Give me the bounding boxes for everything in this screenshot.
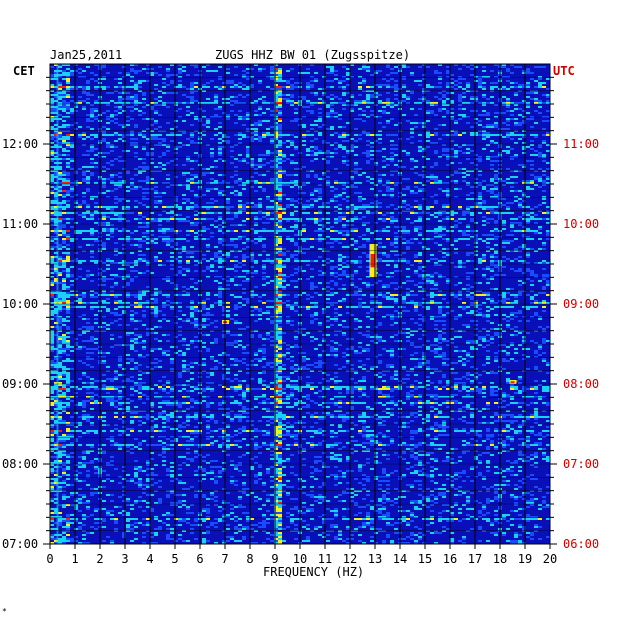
x-tick-label: 19 xyxy=(517,552,533,566)
x-tick-label: 2 xyxy=(96,552,104,566)
x-tick-label: 9 xyxy=(271,552,279,566)
x-tick-label: 13 xyxy=(367,552,383,566)
x-tick-label: 20 xyxy=(542,552,558,566)
y-tick-label-right: 06:00 xyxy=(563,537,600,551)
y-tick-label-left: 12:00 xyxy=(2,137,39,151)
y-tick-label-left: 07:00 xyxy=(2,537,39,551)
spectrogram-cells xyxy=(50,64,550,544)
feature-mark xyxy=(510,381,515,384)
plot-frame xyxy=(49,63,551,545)
x-tick-label: 15 xyxy=(417,552,433,566)
x-tick-label: 5 xyxy=(171,552,179,566)
x-tick-label: 17 xyxy=(467,552,483,566)
x-tick-label: 4 xyxy=(146,552,154,566)
x-tick-label: 1 xyxy=(71,552,79,566)
right-timezone-label: UTC xyxy=(553,64,575,78)
x-tick-label: 16 xyxy=(442,552,458,566)
x-tick-label: 8 xyxy=(246,552,254,566)
x-tick-label: 0 xyxy=(46,552,54,566)
y-tick-label-right: 10:00 xyxy=(563,217,600,231)
y-tick-label-left: 09:00 xyxy=(2,377,39,391)
x-tick-label: 10 xyxy=(292,552,308,566)
y-tick-label-right: 08:00 xyxy=(563,377,600,391)
y-tick-label-left: 08:00 xyxy=(2,457,39,471)
feature-mark xyxy=(370,254,375,268)
x-tick-label: 3 xyxy=(121,552,129,566)
x-tick-label: 14 xyxy=(392,552,408,566)
x-tick-label: 7 xyxy=(221,552,229,566)
y-tick-label-right: 07:00 xyxy=(563,457,600,471)
y-tick-label-right: 09:00 xyxy=(563,297,600,311)
y-tick-label-left: 11:00 xyxy=(2,217,39,231)
station-title: ZUGS HHZ BW 01 (Zugsspitze) xyxy=(215,48,411,62)
date-label: Jan25,2011 xyxy=(50,48,123,62)
x-tick-label: 12 xyxy=(342,552,358,566)
y-tick-label-left: 10:00 xyxy=(2,297,39,311)
x-axis-label: FREQUENCY (HZ) xyxy=(263,565,365,579)
left-timezone-label: CET xyxy=(13,64,35,78)
x-tick-label: 18 xyxy=(492,552,508,566)
footer-mark: * xyxy=(2,607,7,616)
x-tick-label: 11 xyxy=(317,552,333,566)
y-tick-label-right: 11:00 xyxy=(563,137,600,151)
axes xyxy=(43,63,557,549)
x-tick-label: 6 xyxy=(196,552,204,566)
